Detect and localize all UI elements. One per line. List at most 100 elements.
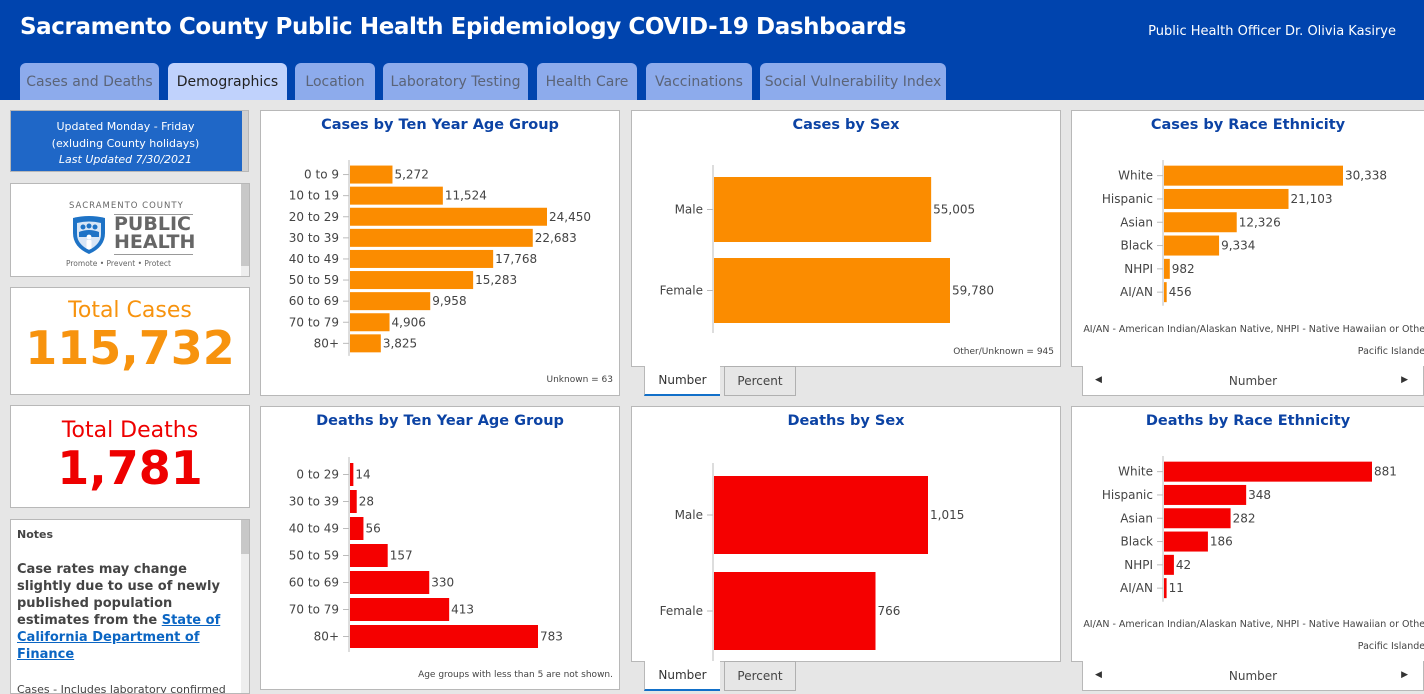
scrollbar[interactable] xyxy=(241,520,249,693)
category-label: AI/AN xyxy=(1120,285,1153,299)
bar-female xyxy=(714,572,876,650)
health-officer-label: Public Health Officer Dr. Olivia Kasirye xyxy=(1148,24,1396,39)
category-label: 80+ xyxy=(314,336,339,350)
bar-60-to-69 xyxy=(350,571,430,594)
chart-footnote: Unknown = 63 xyxy=(546,375,614,385)
tab-social-vulnerability-index[interactable]: Social Vulnerability Index xyxy=(760,63,946,100)
category-label: 0 to 29 xyxy=(296,468,339,482)
category-label: 50 to 59 xyxy=(289,549,339,563)
category-label: Hispanic xyxy=(1102,192,1153,206)
deaths-sex-number-tab[interactable]: Number xyxy=(644,661,720,691)
next-arrow-icon[interactable]: ▶ xyxy=(1401,375,1408,385)
cases-sex-number-tab[interactable]: Number xyxy=(644,366,720,396)
category-label: 70 to 79 xyxy=(289,315,339,329)
category-label: AI/AN xyxy=(1120,581,1153,595)
data-label: 14 xyxy=(355,468,370,482)
notes-heading: Notes xyxy=(17,528,54,541)
cases-by-age-svg: 0 to 9 5,272 10 to 19 11,524 20 to 29 24,450 3… xyxy=(289,160,591,356)
logo-divider xyxy=(114,214,193,215)
data-label: 3,825 xyxy=(383,336,417,350)
logo-public-health: PUBLIC HEALTH xyxy=(114,213,195,252)
category-label: Hispanic xyxy=(1102,488,1153,502)
bar-30-to-39 xyxy=(350,228,533,247)
category-label: 40 to 49 xyxy=(289,522,339,536)
deaths-sex-percent-tab[interactable]: Percent xyxy=(724,661,796,691)
tab-location[interactable]: Location xyxy=(295,63,375,100)
bar-nhpi xyxy=(1164,554,1174,575)
data-label: 5,272 xyxy=(394,168,428,182)
deaths-by-age-svg: 0 to 29 14 30 to 39 28 40 to 49 56 50 to 59 157… xyxy=(289,457,563,652)
cases-by-race-chart: Cases by Race Ethnicity White 30,338 Hispa… xyxy=(1071,110,1424,367)
total-cases-label: Total Cases xyxy=(68,298,192,323)
tab-demographics[interactable]: Demographics xyxy=(168,63,287,100)
category-label: Male xyxy=(675,203,703,217)
data-label: 30,338 xyxy=(1345,169,1387,183)
county-logo: SACRAMENTO COUNTY PUBLIC HEALTH Promote … xyxy=(10,183,250,277)
total-deaths-label: Total Deaths xyxy=(61,418,199,443)
chart-title: Deaths by Ten Year Age Group xyxy=(316,413,564,429)
category-label: 50 to 59 xyxy=(289,273,339,287)
bar-white xyxy=(1164,165,1343,186)
cases-sex-percent-tab[interactable]: Percent xyxy=(724,366,796,396)
prev-arrow-icon[interactable]: ◀ xyxy=(1095,670,1102,680)
prev-arrow-icon[interactable]: ◀ xyxy=(1095,375,1102,385)
tab-health-care[interactable]: Health Care xyxy=(537,63,637,100)
race-footnote: AI/AN - American Indian/Alaskan Native, … xyxy=(1083,614,1424,658)
category-label: White xyxy=(1118,465,1153,479)
race-footnote-line: AI/AN - American Indian/Alaskan Native, … xyxy=(1083,619,1424,630)
chart-title: Cases by Sex xyxy=(792,117,900,133)
bar-ai-an xyxy=(1164,282,1167,303)
data-label: 1,015 xyxy=(930,508,964,522)
data-label: 12,326 xyxy=(1239,215,1281,229)
chart-title: Deaths by Race Ethnicity xyxy=(1145,413,1351,429)
update-holiday-note: (exluding County holidays) xyxy=(51,136,200,150)
cases-race-view-label[interactable]: Number xyxy=(1228,374,1278,388)
data-label: 42 xyxy=(1176,558,1191,572)
bar-black xyxy=(1164,531,1208,552)
category-label: 20 to 29 xyxy=(289,210,339,224)
data-label: 11 xyxy=(1169,581,1184,595)
notes-case-rate-note: Case rates may change slightly due to us… xyxy=(17,561,233,663)
bar-30-to-39 xyxy=(350,490,357,513)
deaths-race-view-label[interactable]: Number xyxy=(1228,669,1278,683)
shield-icon xyxy=(73,216,105,254)
category-label: Asian xyxy=(1120,511,1153,525)
category-label: Male xyxy=(675,508,703,522)
data-label: 9,334 xyxy=(1221,239,1255,253)
category-label: 30 to 39 xyxy=(289,495,339,509)
tab-vaccinations[interactable]: Vaccinations xyxy=(646,63,752,100)
total-deaths-value: 1,781 xyxy=(57,441,203,495)
race-footnote-line: AI/AN - American Indian/Alaskan Native, … xyxy=(1083,324,1424,335)
cases-by-sex-chart: Cases by Sex Male 55,005 Female 59,780 Othe… xyxy=(631,110,1061,367)
category-label: 30 to 39 xyxy=(289,231,339,245)
data-label: 157 xyxy=(390,549,413,563)
update-info-box: Updated Monday - Friday (exluding County… xyxy=(10,110,249,172)
bar-60-to-69 xyxy=(350,292,431,311)
data-label: 56 xyxy=(365,522,380,536)
tab-cases-and-deaths[interactable]: Cases and Deaths xyxy=(20,63,159,100)
data-label: 11,524 xyxy=(445,189,487,203)
chart-title: Cases by Race Ethnicity xyxy=(1150,117,1346,133)
cases-by-sex-svg: Male 55,005 Female 59,780 xyxy=(660,165,994,333)
bar-80- xyxy=(350,334,381,353)
logo-public-text: PUBLIC xyxy=(114,213,191,235)
notes-panel: Notes Case rates may change slightly due… xyxy=(10,519,250,694)
notes-cases-definition: Cases - Includes laboratory confirmed ca… xyxy=(17,681,233,693)
scrollbar[interactable] xyxy=(242,111,248,171)
data-label: 4,906 xyxy=(392,315,426,329)
total-cases-value: 115,732 xyxy=(25,321,235,375)
bar-nhpi xyxy=(1164,258,1170,279)
bar-white xyxy=(1164,461,1372,482)
bar-hispanic xyxy=(1164,188,1289,209)
dof-link[interactable]: State of California Department of Financ… xyxy=(17,613,221,662)
category-label: 60 to 69 xyxy=(289,576,339,590)
deaths-by-race-svg: White 881 Hispanic 348 Asian 282 Black 186 NHPI 4… xyxy=(1102,456,1397,602)
data-label: 348 xyxy=(1248,488,1271,502)
scrollbar[interactable] xyxy=(241,184,249,276)
bar-asian xyxy=(1164,212,1237,233)
chart-footnote: Other/Unknown = 945 xyxy=(953,347,1054,357)
bar-male xyxy=(714,476,928,554)
tab-laboratory-testing[interactable]: Laboratory Testing xyxy=(383,63,528,100)
next-arrow-icon[interactable]: ▶ xyxy=(1401,670,1408,680)
chart-title: Deaths by Sex xyxy=(787,413,905,429)
